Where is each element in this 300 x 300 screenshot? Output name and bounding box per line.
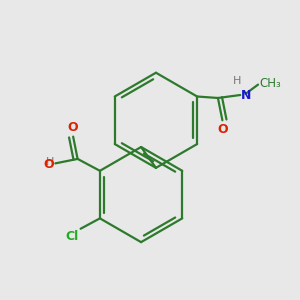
Text: H: H	[233, 76, 242, 86]
Text: O: O	[68, 121, 79, 134]
Text: O: O	[217, 123, 228, 136]
Text: N: N	[241, 88, 251, 101]
Text: CH₃: CH₃	[260, 77, 281, 90]
Text: H: H	[46, 157, 54, 167]
Text: O: O	[43, 158, 54, 171]
Text: Cl: Cl	[65, 230, 78, 243]
